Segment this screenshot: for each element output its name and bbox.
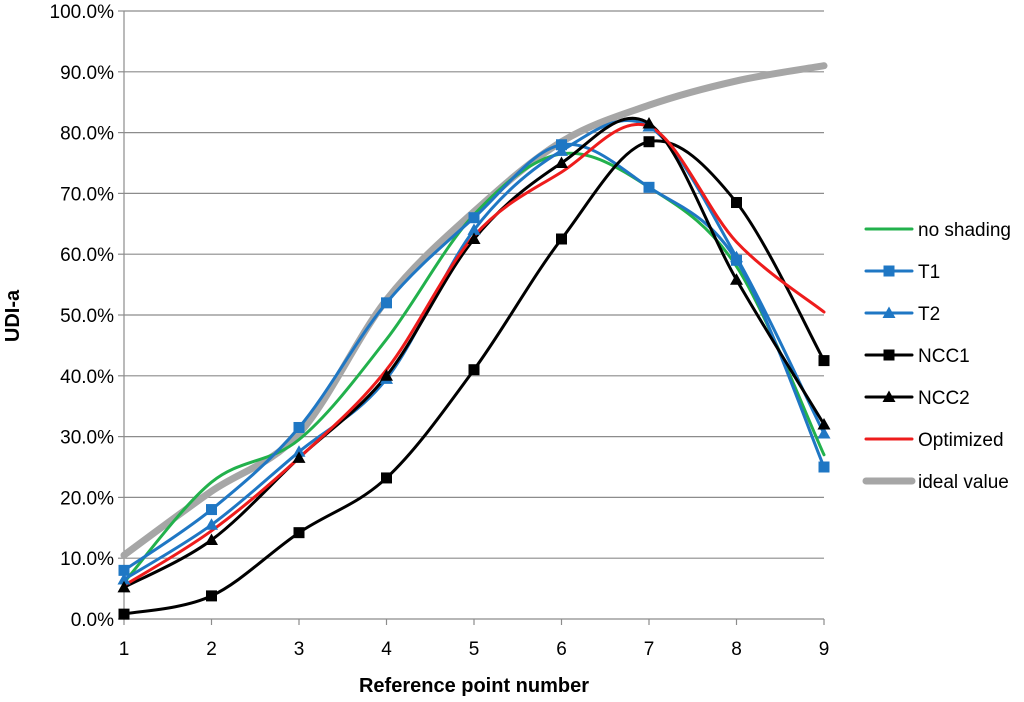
y-tick-label: 80.0% — [60, 124, 114, 145]
x-tick-label: 6 — [556, 639, 567, 660]
marker-t1 — [381, 297, 392, 309]
marker-ncc1 — [556, 233, 567, 245]
marker-t1 — [731, 254, 742, 266]
x-tick-label: 7 — [644, 639, 655, 660]
y-tick-label: 100.0% — [50, 2, 115, 23]
y-tick-label: 20.0% — [60, 488, 114, 509]
legend: no shading T1 T2 NCC1 NCC2 Optimized ideal val… — [862, 220, 1011, 493]
legend-label-ncc2: NCC2 — [918, 388, 970, 409]
marker-ncc2 — [467, 232, 481, 244]
marker-ncc2 — [117, 580, 131, 593]
legend-marker-ncc1 — [883, 349, 895, 361]
marker-ncc2 — [642, 116, 656, 129]
marker-t1 — [556, 139, 567, 151]
marker-t1 — [206, 504, 217, 516]
y-tick-label: 60.0% — [60, 245, 114, 266]
x-tick-label: 1 — [119, 639, 130, 660]
marker-t2 — [205, 518, 218, 530]
marker-t1 — [468, 212, 480, 224]
marker-ncc1 — [468, 364, 480, 376]
legend-label-t1: T1 — [918, 262, 940, 283]
marker-ncc1 — [118, 608, 130, 620]
marker-ncc1 — [293, 527, 305, 539]
y-tick-label: 50.0% — [60, 306, 114, 327]
legend-label-optimized: Optimized — [918, 430, 1004, 451]
marker-ncc2 — [380, 369, 393, 381]
series-line-ncc1 — [122, 139, 826, 616]
x-axis-title: Reference point number — [359, 675, 589, 697]
marker-ncc1 — [381, 472, 392, 484]
legend-marker-t2 — [882, 306, 896, 318]
y-tick-label: 0.0% — [71, 610, 114, 631]
marker-t1 — [818, 461, 830, 473]
x-tick-label: 3 — [294, 639, 305, 660]
marker-t2 — [467, 223, 481, 235]
marker-ncc1 — [818, 355, 830, 367]
marker-ncc2 — [555, 156, 568, 168]
x-tick-label: 8 — [731, 639, 742, 660]
y-tick-label: 90.0% — [60, 63, 114, 84]
marker-ncc2 — [292, 451, 306, 463]
legend-marker-t1 — [883, 265, 895, 277]
legend-label-ideal-value: ideal value — [918, 472, 1009, 493]
marker-t2 — [117, 572, 131, 585]
marker-ncc2 — [205, 533, 218, 545]
series-markers — [117, 116, 831, 620]
gridlines — [124, 10, 824, 559]
axes: 0.0% 10.0% 20.0% 30.0% 40.0% 50.0% 60.0% 70.0% 8… — [50, 2, 830, 660]
marker-t1 — [293, 421, 305, 433]
y-tick-label: 10.0% — [60, 549, 114, 570]
x-tick-label: 4 — [381, 639, 392, 660]
marker-t1 — [118, 564, 130, 576]
series-lines — [120, 62, 828, 616]
marker-t2 — [817, 427, 831, 439]
marker-ncc2 — [817, 417, 831, 430]
y-tick-label: 30.0% — [60, 428, 114, 449]
series-line-ideal-value — [120, 62, 828, 559]
marker-ncc1 — [643, 136, 655, 148]
marker-t1 — [643, 181, 655, 193]
y-tick-label: 70.0% — [60, 184, 114, 205]
legend-label-t2: T2 — [918, 304, 940, 325]
x-tick-label: 5 — [469, 639, 480, 660]
x-tick-label: 9 — [819, 639, 830, 660]
marker-ncc1 — [731, 197, 742, 209]
y-axis-title: UDI-a — [2, 289, 24, 342]
y-tick-label: 40.0% — [60, 367, 114, 388]
marker-ncc1 — [206, 590, 217, 602]
legend-label-no-shading: no shading — [918, 220, 1011, 241]
series-line-t2 — [122, 118, 826, 581]
x-tick-label: 2 — [206, 639, 217, 660]
legend-marker-ncc2 — [882, 390, 896, 402]
marker-t2 — [292, 445, 306, 457]
marker-ncc2 — [730, 273, 743, 285]
legend-label-ncc1: NCC1 — [918, 346, 970, 367]
